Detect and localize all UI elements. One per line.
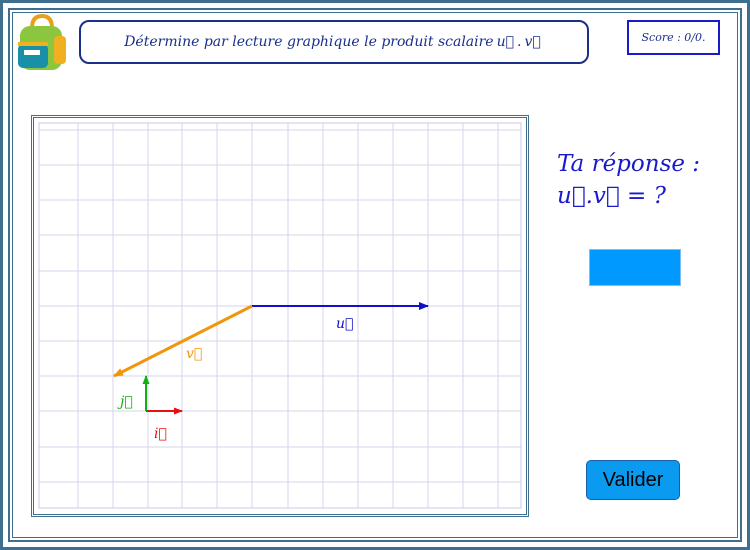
answer-prompt: Ta réponse : u⃗.v⃗ = ? xyxy=(557,148,737,212)
graph-frame: u⃗ v⃗ i⃗ j⃗ xyxy=(31,115,529,517)
grid-border xyxy=(38,122,522,509)
valider-button[interactable]: Valider xyxy=(586,460,680,500)
grid-lines xyxy=(39,123,521,508)
middle-border xyxy=(8,8,742,542)
backpack-icon xyxy=(18,14,66,70)
instruction-box: Détermine par lecture graphique le produ… xyxy=(79,20,589,64)
vector-v-tag: v⃗ xyxy=(186,346,202,362)
vector-v-arrow xyxy=(113,304,253,378)
valider-button-label: Valider xyxy=(602,468,664,491)
answer-prompt-line1: Ta réponse : xyxy=(557,151,701,177)
vector-v-label: v⃗ xyxy=(524,34,541,50)
inner-border xyxy=(12,12,738,538)
vector-u-label: u⃗ xyxy=(496,34,515,50)
answer-input[interactable] xyxy=(589,249,681,286)
instruction-text: Détermine par lecture graphique le produ… xyxy=(124,34,494,50)
score-text: Score : 0/0. xyxy=(641,31,706,44)
vector-u-tag: u⃗ xyxy=(336,316,353,332)
graph-canvas: u⃗ v⃗ i⃗ j⃗ xyxy=(38,122,522,509)
dot-symbol: . xyxy=(517,34,522,50)
vector-j-tag: j⃗ xyxy=(117,394,133,410)
score-box: Score : 0/0. xyxy=(627,20,720,55)
answer-prompt-line2: u⃗.v⃗ = ? xyxy=(557,183,666,209)
vector-i-tag: i⃗ xyxy=(154,426,167,442)
